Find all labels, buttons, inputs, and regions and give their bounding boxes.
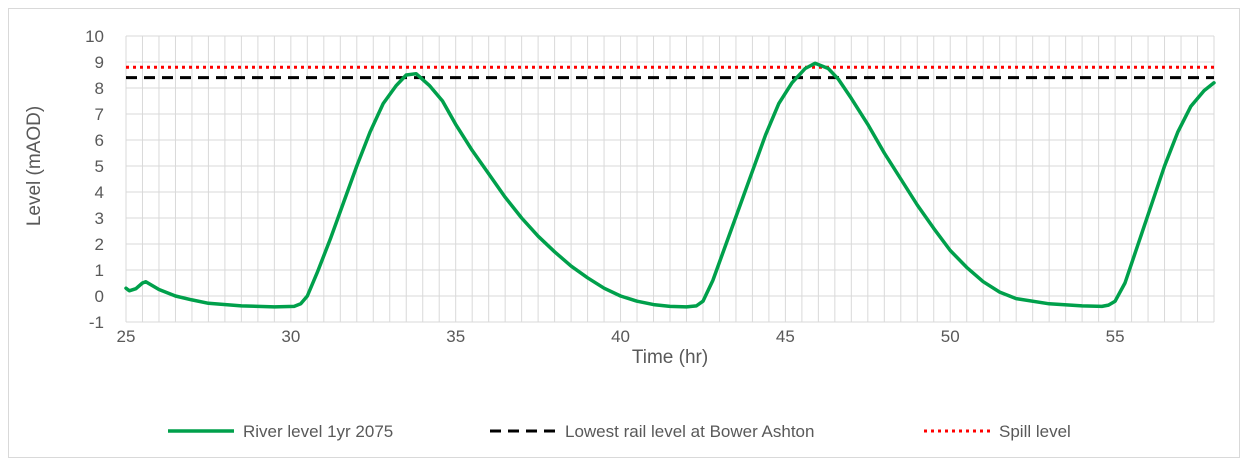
x-tick-labels: 25 30 35 40 45 50 55 — [117, 327, 1125, 346]
y-tick-label: 3 — [95, 209, 104, 228]
legend-label: Spill level — [999, 422, 1071, 441]
x-tick-label: 50 — [941, 327, 960, 346]
x-tick-label: 25 — [117, 327, 136, 346]
x-axis-title: Time (hr) — [632, 347, 708, 368]
y-tick-label: 1 — [95, 261, 104, 280]
y-tick-label: 9 — [95, 53, 104, 72]
x-tick-label: 55 — [1106, 327, 1125, 346]
y-tick-label: 10 — [85, 27, 104, 46]
series-lines — [124, 61, 1216, 309]
series-line-1 — [124, 61, 1216, 309]
x-tick-label: 40 — [611, 327, 630, 346]
legend-label: Lowest rail level at Bower Ashton — [565, 422, 814, 441]
x-tick-label: 30 — [281, 327, 300, 346]
y-tick-label: 5 — [95, 157, 104, 176]
y-tick-label: -1 — [89, 313, 104, 332]
y-tick-label: 7 — [95, 105, 104, 124]
y-tick-label: 8 — [95, 79, 104, 98]
y-tick-label: 0 — [95, 287, 104, 306]
legend: River level 1yr 2075 Lowest rail level at… — [168, 422, 1071, 441]
gridlines — [125, 35, 1215, 323]
y-tick-label: 4 — [95, 183, 104, 202]
y-tick-label: 2 — [95, 235, 104, 254]
y-axis-title: Level (mAOD) — [24, 106, 45, 226]
legend-label: River level 1yr 2075 — [243, 422, 393, 441]
y-tick-labels: -1 0 1 2 3 4 5 6 7 8 9 10 — [85, 27, 104, 332]
chart-frame — [8, 8, 1240, 458]
x-tick-label: 35 — [446, 327, 465, 346]
x-tick-label: 45 — [776, 327, 795, 346]
y-tick-label: 6 — [95, 131, 104, 150]
